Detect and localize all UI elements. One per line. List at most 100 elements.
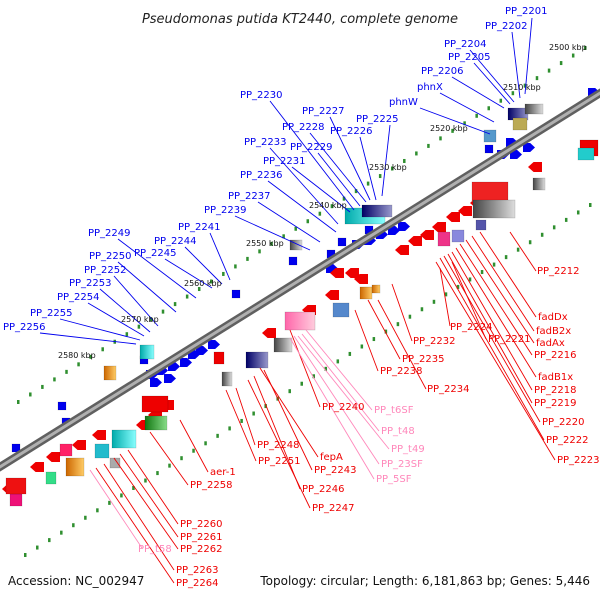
gene-label-forward[interactable]: PP_2231 bbox=[263, 156, 306, 167]
gene-label-reverse[interactable]: PP_2263 bbox=[176, 565, 219, 576]
gene-cluster[interactable] bbox=[213, 351, 225, 365]
gene-label-reverse[interactable]: PP_2248 bbox=[257, 440, 300, 451]
gene-cluster[interactable] bbox=[111, 429, 137, 449]
gene-label-forward[interactable]: PP_2225 bbox=[356, 114, 399, 125]
gene-cluster[interactable] bbox=[512, 117, 528, 131]
forward-gene[interactable] bbox=[337, 237, 347, 247]
gene-label-reverse[interactable]: PP_2240 bbox=[322, 402, 365, 413]
gene-label-reverse[interactable]: PP_2224 bbox=[450, 322, 493, 333]
gene-cluster[interactable] bbox=[59, 443, 73, 457]
gene-label-forward[interactable]: PP_2202 bbox=[485, 21, 528, 32]
gene-label-forward[interactable]: PP_2239 bbox=[204, 205, 247, 216]
gene-label-reverse[interactable]: PP_2260 bbox=[180, 519, 223, 530]
gene-label-reverse[interactable]: fadB2x bbox=[536, 326, 571, 337]
reverse-gene-arrow[interactable] bbox=[354, 274, 368, 284]
gene-cluster[interactable] bbox=[9, 493, 23, 507]
reverse-gene-arrow[interactable] bbox=[528, 162, 542, 172]
reverse-gene-arrow[interactable] bbox=[325, 290, 339, 300]
gene-cluster[interactable] bbox=[371, 284, 381, 294]
reverse-gene-arrow[interactable] bbox=[420, 230, 434, 240]
forward-gene[interactable] bbox=[484, 144, 494, 154]
gene-label-forward[interactable]: PP_2250 bbox=[89, 251, 132, 262]
gene-cluster[interactable] bbox=[472, 199, 516, 219]
gene-label-reverse[interactable]: PP_2247 bbox=[312, 503, 355, 514]
gene-cluster[interactable] bbox=[94, 443, 110, 459]
rna-feature[interactable] bbox=[284, 311, 316, 331]
gene-label-forward[interactable]: PP_2249 bbox=[88, 228, 131, 239]
gene-label-forward[interactable]: PP_2229 bbox=[290, 142, 333, 153]
gene-label-reverse[interactable]: PP_2218 bbox=[534, 385, 577, 396]
gene-cluster[interactable] bbox=[577, 147, 595, 161]
gene-label-reverse[interactable]: PP_2234 bbox=[427, 384, 470, 395]
gene-cluster[interactable] bbox=[359, 286, 373, 300]
reverse-gene-arrow[interactable] bbox=[46, 452, 60, 462]
gene-cluster[interactable] bbox=[245, 351, 269, 369]
gene-label-forward[interactable]: PP_2245 bbox=[134, 248, 177, 259]
gene-label-reverse[interactable]: PP_2220 bbox=[542, 417, 585, 428]
reverse-gene-arrow[interactable] bbox=[345, 268, 359, 278]
gene-cluster[interactable] bbox=[144, 415, 168, 431]
forward-gene-arrow[interactable] bbox=[180, 358, 192, 367]
gene-label-forward[interactable]: PP_2237 bbox=[228, 191, 271, 202]
gene-cluster[interactable] bbox=[475, 219, 487, 231]
gene-cluster[interactable] bbox=[289, 239, 303, 251]
gene-label-forward[interactable]: PP_2205 bbox=[448, 52, 491, 63]
gene-label-forward[interactable]: PP_2228 bbox=[282, 122, 325, 133]
gene-label-reverse[interactable]: PP_2258 bbox=[190, 480, 233, 491]
gene-cluster[interactable] bbox=[437, 231, 451, 247]
rna-label[interactable]: PP_23SF bbox=[381, 459, 423, 470]
reverse-gene-arrow[interactable] bbox=[92, 430, 106, 440]
gene-label-forward[interactable]: PP_2255 bbox=[30, 308, 73, 319]
gene-cluster[interactable] bbox=[273, 337, 293, 353]
gene-label-reverse[interactable]: PP_2251 bbox=[258, 456, 301, 467]
gene-label-reverse[interactable]: PP_2219 bbox=[534, 398, 577, 409]
gene-label-forward[interactable]: PP_2201 bbox=[505, 6, 548, 17]
gene-label-reverse[interactable]: fepA bbox=[320, 452, 343, 463]
gene-label-forward[interactable]: phnW bbox=[389, 97, 418, 108]
gene-label-reverse[interactable]: PP_2222 bbox=[546, 435, 589, 446]
gene-cluster[interactable] bbox=[361, 204, 393, 218]
forward-gene-arrow[interactable] bbox=[388, 226, 400, 235]
rna-label[interactable]: PP_t49 bbox=[391, 444, 425, 455]
gene-label-reverse[interactable]: PP_2221 bbox=[488, 334, 531, 345]
gene-label-forward[interactable]: PP_2204 bbox=[444, 39, 487, 50]
forward-gene-arrow[interactable] bbox=[523, 143, 535, 152]
rna-label[interactable]: PP_t6SF bbox=[374, 405, 414, 416]
gene-label-reverse[interactable]: PP_2246 bbox=[302, 484, 345, 495]
gene-label-reverse[interactable]: PP_2262 bbox=[180, 544, 223, 555]
forward-gene-arrow[interactable] bbox=[196, 346, 208, 355]
gene-cluster[interactable] bbox=[221, 371, 233, 387]
gene-cluster[interactable] bbox=[5, 477, 27, 495]
gene-label-forward[interactable]: PP_2252 bbox=[84, 265, 127, 276]
reverse-gene-arrow[interactable] bbox=[262, 328, 276, 338]
reverse-gene-arrow[interactable] bbox=[72, 440, 86, 450]
gene-label-forward[interactable]: phnX bbox=[417, 82, 443, 93]
gene-cluster[interactable] bbox=[103, 365, 117, 381]
forward-gene[interactable] bbox=[231, 289, 241, 299]
gene-label-forward[interactable]: PP_2226 bbox=[330, 126, 373, 137]
gene-label-reverse[interactable]: PP_2216 bbox=[534, 350, 577, 361]
gene-label-forward[interactable]: PP_2206 bbox=[421, 66, 464, 77]
gene-label-reverse[interactable]: PP_2261 bbox=[180, 532, 223, 543]
forward-gene[interactable] bbox=[11, 443, 21, 453]
gene-label-forward[interactable]: PP_2227 bbox=[302, 106, 345, 117]
gene-label-reverse[interactable]: PP_2235 bbox=[402, 354, 445, 365]
gene-cluster[interactable] bbox=[483, 129, 497, 143]
gene-cluster[interactable] bbox=[524, 103, 544, 115]
reverse-gene-arrow[interactable] bbox=[395, 245, 409, 255]
forward-gene[interactable] bbox=[288, 256, 298, 266]
forward-gene-arrow[interactable] bbox=[164, 374, 176, 383]
gene-cluster[interactable] bbox=[471, 181, 509, 203]
reverse-gene-arrow[interactable] bbox=[30, 462, 44, 472]
gene-cluster[interactable] bbox=[65, 457, 85, 477]
gene-label-reverse[interactable]: PP_2243 bbox=[314, 465, 357, 476]
gene-label-reverse[interactable]: PP_2223 bbox=[557, 455, 600, 466]
reverse-gene-arrow[interactable] bbox=[330, 268, 344, 278]
reverse-gene-arrow[interactable] bbox=[446, 212, 460, 222]
gene-cluster[interactable] bbox=[139, 344, 155, 360]
gene-label-forward[interactable]: PP_2244 bbox=[154, 236, 197, 247]
gene-label-reverse[interactable]: PP_2238 bbox=[380, 366, 423, 377]
gene-label-forward[interactable]: PP_2256 bbox=[3, 322, 46, 333]
gene-cluster[interactable] bbox=[45, 471, 57, 485]
forward-gene-arrow[interactable] bbox=[398, 222, 410, 231]
